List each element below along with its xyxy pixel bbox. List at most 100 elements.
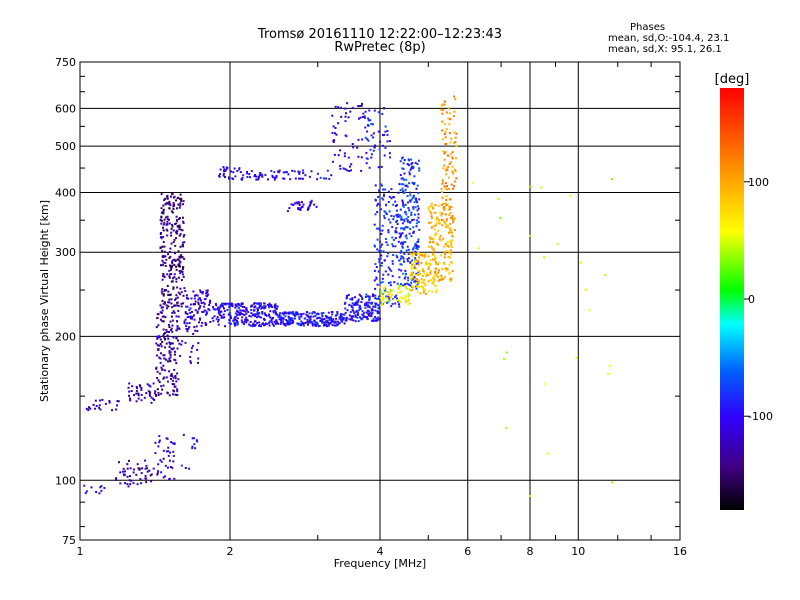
data-point <box>365 293 368 296</box>
data-point <box>387 229 390 232</box>
data-point <box>438 222 441 225</box>
data-point <box>170 302 173 305</box>
data-points <box>83 95 614 497</box>
data-point <box>218 313 221 316</box>
data-point <box>159 236 162 238</box>
data-point <box>411 276 414 279</box>
data-point <box>452 219 455 222</box>
data-point <box>427 280 430 283</box>
data-point <box>146 383 149 386</box>
data-point <box>450 261 453 263</box>
data-point <box>274 307 277 310</box>
data-point <box>179 256 182 259</box>
data-point <box>416 241 419 244</box>
data-point <box>175 265 177 268</box>
data-point <box>248 173 251 176</box>
data-point <box>366 157 369 160</box>
data-point <box>349 298 352 301</box>
data-point <box>334 321 337 324</box>
data-point <box>381 144 384 147</box>
data-point <box>263 324 265 327</box>
data-point <box>442 278 445 280</box>
data-point <box>220 310 223 313</box>
data-point <box>127 485 130 488</box>
data-point <box>291 319 294 322</box>
data-point <box>447 117 450 120</box>
data-point <box>128 394 130 397</box>
data-point <box>367 139 370 142</box>
data-point <box>217 320 219 323</box>
data-point <box>197 342 200 344</box>
data-point <box>402 242 404 245</box>
data-point <box>453 229 456 232</box>
data-point <box>278 318 281 321</box>
data-point <box>319 176 322 179</box>
data-point <box>428 205 431 208</box>
data-point <box>416 201 419 204</box>
data-point <box>308 320 311 322</box>
data-point <box>257 178 259 181</box>
data-point <box>201 310 204 313</box>
data-point <box>440 188 443 190</box>
data-point <box>160 306 163 309</box>
data-point <box>422 269 424 272</box>
data-point <box>447 245 450 248</box>
x-axis-label: Frequency [MHz] <box>334 557 426 570</box>
data-point <box>231 303 234 306</box>
data-point <box>377 312 380 314</box>
data-point <box>139 478 142 480</box>
data-point <box>448 264 451 267</box>
data-point <box>449 206 452 209</box>
data-point <box>441 224 444 227</box>
data-point <box>115 479 117 481</box>
data-point <box>194 309 197 312</box>
data-point <box>174 375 177 377</box>
data-point <box>543 382 546 385</box>
data-point <box>242 309 245 312</box>
data-point <box>310 170 313 173</box>
data-point <box>146 470 149 473</box>
data-point <box>164 346 167 349</box>
data-point <box>301 177 304 180</box>
data-point <box>342 317 345 320</box>
data-point <box>178 270 181 272</box>
data-point <box>171 265 174 268</box>
data-point <box>219 306 222 309</box>
data-point <box>364 316 367 319</box>
data-point <box>258 305 261 308</box>
data-point <box>387 201 390 203</box>
data-point <box>445 173 448 176</box>
data-point <box>399 291 402 294</box>
data-point <box>395 221 398 223</box>
data-point <box>267 303 269 306</box>
data-point <box>177 378 180 381</box>
data-point <box>347 294 350 296</box>
data-point <box>424 272 427 275</box>
data-point <box>169 466 172 468</box>
data-point <box>166 234 169 237</box>
data-point <box>282 177 285 180</box>
data-point <box>241 305 244 308</box>
data-point <box>160 211 163 214</box>
data-point <box>430 281 433 284</box>
data-point <box>181 244 184 247</box>
data-point <box>398 259 401 262</box>
data-point <box>333 321 336 324</box>
data-point <box>399 300 402 303</box>
data-point <box>288 318 291 321</box>
data-point <box>176 327 179 330</box>
data-point <box>408 209 411 212</box>
data-point <box>369 148 372 151</box>
data-point <box>197 357 200 360</box>
data-point <box>373 223 376 226</box>
data-point <box>389 156 391 159</box>
chart-subtitle: RwPretec (8p) <box>334 40 426 55</box>
data-point <box>283 311 286 314</box>
data-point <box>378 260 381 263</box>
data-point <box>162 272 165 275</box>
data-point <box>442 268 445 270</box>
data-point <box>444 182 447 185</box>
data-point <box>164 337 167 340</box>
data-point <box>346 102 349 105</box>
data-point <box>241 177 244 180</box>
